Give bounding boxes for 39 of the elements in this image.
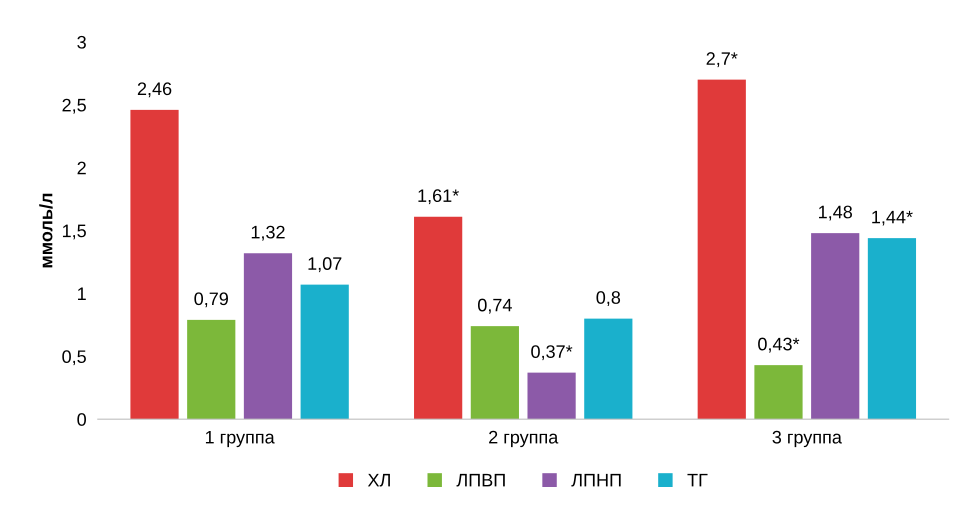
y-tick-label: 3: [77, 36, 86, 49]
bar: [754, 365, 803, 420]
legend-label: ТГ: [687, 474, 708, 486]
y-tick-label: 1,5: [62, 224, 86, 240]
y-axis-title: ммоль/л: [39, 194, 53, 268]
bar: [244, 253, 292, 420]
data-label: 1,44*: [872, 210, 913, 226]
bar: [300, 284, 349, 420]
y-tick-label: 0: [77, 413, 86, 426]
data-label: 1,61*: [418, 189, 459, 204]
y-tick-label: 1: [78, 288, 86, 300]
bar: [811, 233, 860, 420]
bar: [414, 216, 462, 420]
bar: [584, 318, 632, 420]
data-label: 0,37*: [531, 345, 572, 360]
bar: [470, 326, 519, 420]
y-tick-label: 2,5: [62, 98, 86, 114]
bar: [187, 320, 236, 420]
bar: [698, 80, 746, 420]
data-label: 1,48: [819, 206, 852, 221]
bar: [868, 238, 916, 420]
data-label: 2,46: [138, 82, 172, 98]
bar: [527, 372, 576, 420]
x-tick-label: 2 группа: [489, 430, 558, 448]
x-tick-label: 1 группа: [206, 430, 275, 448]
legend-label: ЛПНП: [571, 474, 621, 486]
y-tick-label: 0,5: [62, 350, 86, 366]
legend-label: ЛПВП: [456, 474, 505, 486]
data-label: 2,7*: [706, 52, 738, 68]
y-tick-label: 2: [78, 162, 86, 174]
legend-label: ХЛ: [368, 474, 390, 486]
data-label: 0,74: [478, 298, 512, 314]
data-label: 1,07: [308, 257, 342, 272]
data-label: 0,79: [194, 292, 228, 308]
bar: [130, 110, 179, 420]
data-label: 1,32: [252, 226, 285, 241]
x-tick-label: 3 группа: [772, 430, 842, 448]
data-label: 0,8: [596, 291, 620, 306]
data-label: 0,43*: [758, 338, 800, 353]
